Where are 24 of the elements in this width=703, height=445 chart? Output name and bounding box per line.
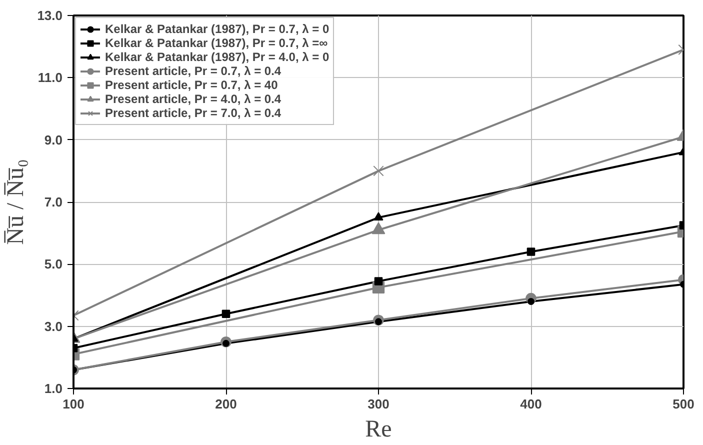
y-tick-label: 5.0 xyxy=(44,256,63,272)
legend-label: Present article, Pr = 4.0, λ = 0.4 xyxy=(105,92,282,106)
y-tick-label: 7.0 xyxy=(44,194,63,210)
point xyxy=(222,310,230,318)
y-tick-label: 9.0 xyxy=(44,132,63,148)
legend-label: Present article, Pr = 0.7, λ = 40 xyxy=(105,78,278,92)
legend-label: Kelkar & Patankar (1987), Pr = 0.7, λ = 0 xyxy=(105,22,330,36)
x-axis-title: Re xyxy=(365,416,392,442)
point xyxy=(374,277,383,286)
y-tick-label: 1.0 xyxy=(44,381,63,396)
point xyxy=(526,248,536,256)
y-tick-label: 11.0 xyxy=(38,70,63,86)
legend-label: Present article, Pr = 7.0, λ = 0.4 xyxy=(105,106,282,120)
y-axis-title: N̅u̅ / N̅u̅₀ xyxy=(3,159,30,245)
x-tick-label: 200 xyxy=(215,396,237,412)
x-tick-label: 500 xyxy=(672,396,694,412)
x-tick-label: 400 xyxy=(520,396,542,412)
x-tick-label: 100 xyxy=(62,396,84,412)
legend-label: Present article, Pr = 0.7, λ = 0.4 xyxy=(105,64,282,78)
legend-label: Kelkar & Patankar (1987), Pr = 0.7, λ =∞ xyxy=(105,36,328,50)
y-tick-label: 3.0 xyxy=(44,318,63,334)
legend-label: Kelkar & Patankar (1987), Pr = 4.0, λ = 0 xyxy=(105,50,330,64)
x-tick-label: 300 xyxy=(368,396,390,412)
y-tick-label: 13.0 xyxy=(37,8,63,23)
